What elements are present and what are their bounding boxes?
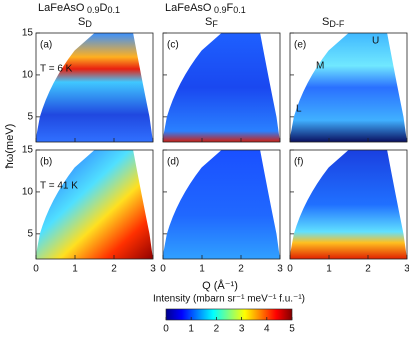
colorbar [165,308,293,321]
colorbar-tick-label: 2 [214,324,220,335]
y-tick-label: 15 [22,145,34,156]
text-segment: 0.9 [84,5,99,15]
colorbar-title: Intensity (mbarn sr⁻¹ meV⁻¹ f.u.⁻¹) [153,294,305,305]
panel-label: (d) [167,157,179,168]
x-tick-label: 0 [33,264,39,275]
text-segment: 0.1 [107,5,120,15]
text-segment: 0.9 [211,5,226,15]
column-compound: LaFeAsO 0.9F0.1 [165,2,246,15]
x-axis-label: Q (Å⁻¹) [202,279,238,292]
panel-frame [35,32,154,143]
x-tick-label: 3 [150,264,156,275]
feature-label: M [316,61,324,72]
colorbar-tick-label: 4 [264,324,270,335]
x-tick-label: 2 [238,264,244,275]
x-tick-label: 1 [72,264,78,275]
text-segment: F [212,19,218,29]
panel-frame [289,32,408,143]
text-segment: D [99,2,107,14]
x-tick-label: 1 [199,264,205,275]
column-quantity: SF [205,16,218,29]
panel-frame [162,32,281,143]
text-segment: LaFeAsO [38,2,85,14]
y-tick-label: 10 [22,187,34,198]
text-segment: F [226,2,233,14]
y-tick-label: 15 [22,28,34,39]
x-tick-label: 0 [287,264,293,275]
panel-frame [35,149,154,260]
panel-frame [289,149,408,260]
colorbar-tick-label: 3 [239,324,245,335]
text-segment: S [322,16,329,28]
column-quantity: SD-F [322,16,345,29]
panel-label: (f) [294,157,303,168]
x-tick-label: 2 [365,264,371,275]
colorbar-tick-label: 0 [163,324,169,335]
panel-label: (a) [40,40,52,51]
x-tick-label: 3 [404,264,409,275]
text-segment: D [85,19,92,29]
panel-label: (e) [294,40,306,51]
text-segment: 0.1 [233,5,246,15]
panel-label: (c) [167,40,179,51]
text-segment: LaFeAsO [165,2,212,14]
x-tick-label: 2 [111,264,117,275]
colorbar-tick-label: 5 [289,324,295,335]
y-tick-label: 5 [27,228,33,239]
x-tick-label: 1 [326,264,332,275]
text-segment: S [205,16,212,28]
feature-label: U [372,36,379,47]
text-segment: S [78,16,85,28]
y-axis-label: ħω(meV) [4,124,16,169]
colorbar-tick-label: 1 [188,324,194,335]
x-tick-label: 3 [277,264,283,275]
y-tick-label: 10 [22,70,34,81]
column-compound: LaFeAsO 0.9D0.1 [38,2,120,15]
panel-frame [162,149,281,260]
temperature-label: T = 6 K [40,64,73,75]
column-quantity: SD [78,16,92,29]
feature-label: L [296,104,302,115]
panel-label: (b) [40,157,52,168]
temperature-label: T = 41 K [40,181,78,192]
y-tick-label: 5 [27,111,33,122]
text-segment: D-F [329,19,344,29]
x-tick-label: 0 [160,264,166,275]
